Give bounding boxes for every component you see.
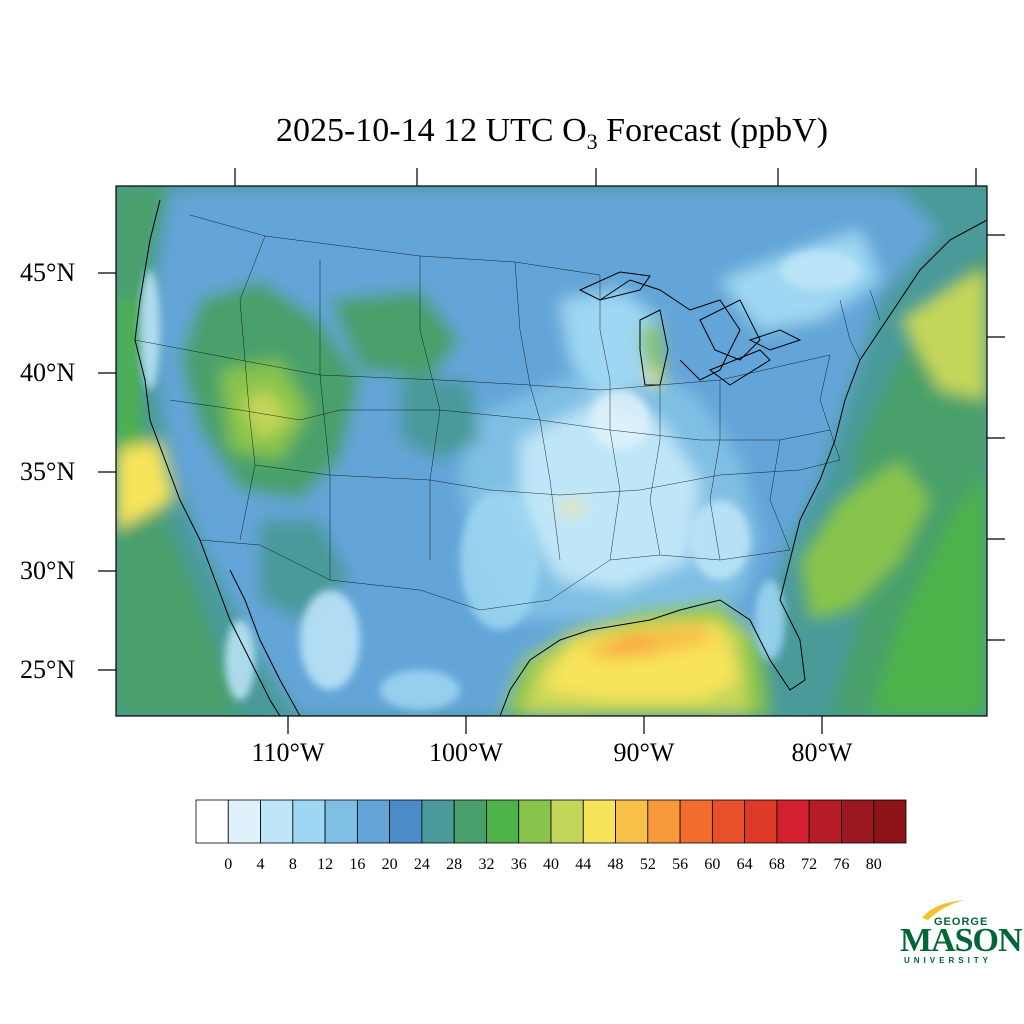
colorbar-swatch [260, 799, 294, 844]
plot-frame [115, 185, 988, 717]
logo-university: UNIVERSITY [904, 956, 993, 965]
colorbar-swatch [711, 799, 746, 844]
colorbar-swatch [486, 799, 520, 844]
colorbar-swatch [841, 799, 875, 844]
colorbar-tick-label: 24 [413, 856, 430, 873]
colorbar-tick-label: 80 [865, 856, 882, 873]
colorbar-swatch [615, 799, 649, 844]
logo-george: GEORGE [934, 916, 989, 928]
colorbar-swatch [647, 799, 681, 844]
lon-label-110w: 110°W [251, 738, 325, 767]
colorbar-swatch [421, 799, 455, 844]
colorbar-swatch [292, 799, 326, 844]
colorbar-tick-label: 44 [575, 856, 592, 873]
lat-label-25n: 25°N [20, 655, 76, 684]
light-speckles [140, 250, 860, 710]
colorbar-swatch [324, 799, 358, 844]
colorbar-tick-label: 4 [256, 856, 265, 873]
title-subscript: 3 [586, 128, 598, 154]
colorbar-swatch [356, 799, 391, 844]
swoosh-icon [922, 900, 964, 920]
lon-label-90w: 90°W [613, 738, 675, 767]
colorbar-swatch [550, 799, 584, 844]
colorbar-tick-label: 8 [288, 856, 297, 873]
colorbar-tick-label: 36 [510, 856, 527, 873]
colorbar-tick-label: 72 [801, 856, 818, 873]
colorbar [195, 799, 907, 844]
colorbar-swatch [227, 799, 261, 844]
lon-label-80w: 80°W [791, 738, 853, 767]
colorbar-tick-label: 76 [833, 856, 850, 873]
colorbar-tick-label: 20 [381, 856, 398, 873]
coastlines [134, 199, 987, 716]
left-ticks [98, 272, 116, 671]
map-field [116, 186, 987, 716]
lat-label-40n: 40°N [20, 358, 76, 387]
colorbar-tick-label: 32 [478, 856, 495, 873]
george-mason-logo: GEORGE MASON UNIVERSITY [898, 898, 1023, 968]
colorbar-tick-label: 48 [607, 856, 624, 873]
colorbar-tick-label: 52 [639, 856, 656, 873]
colorbar-tick-label: 28 [446, 856, 463, 873]
lat-label-35n: 35°N [20, 457, 76, 486]
colorbar-tick-label: 16 [349, 856, 366, 873]
colorbar-swatch [582, 799, 616, 844]
colorbar-swatch [776, 799, 810, 844]
lat-label-45n: 45°N [20, 258, 76, 287]
colorbar-tick-label: 12 [317, 856, 334, 873]
logo-mason: MASON [900, 922, 1023, 959]
colorbar-swatch [808, 799, 842, 844]
colorbar-swatch [518, 799, 552, 844]
right-ticks [987, 234, 1005, 641]
colorbar-tick-label: 56 [672, 856, 689, 873]
colorbar-tick-label: 64 [736, 856, 753, 873]
colorbar-swatch [195, 799, 229, 844]
colorbar-swatch [679, 799, 713, 844]
colorbar-tick-label: 68 [768, 856, 785, 873]
colorbar-tick-label: 60 [704, 856, 721, 873]
bottom-ticks [287, 716, 823, 734]
lon-label-100w: 100°W [429, 738, 503, 767]
colorbar-swatch [389, 799, 423, 844]
lat-label-30n: 30°N [20, 556, 76, 585]
map-title: 2025-10-14 12 UTC O3 Forecast (ppbV) [0, 112, 1024, 155]
colorbar-tick-label: 40 [543, 856, 559, 873]
colorbar-swatch [744, 799, 778, 844]
state-borders [134, 214, 881, 611]
colorbar-swatch [453, 799, 487, 844]
colorbar-swatch [873, 799, 907, 844]
top-ticks [234, 168, 977, 186]
title-prefix: 2025-10-14 12 UTC O [275, 112, 587, 149]
colorbar-tick-label: 0 [224, 856, 233, 873]
title-suffix: Forecast (ppbV) [597, 112, 829, 149]
ozone-field [116, 186, 987, 716]
